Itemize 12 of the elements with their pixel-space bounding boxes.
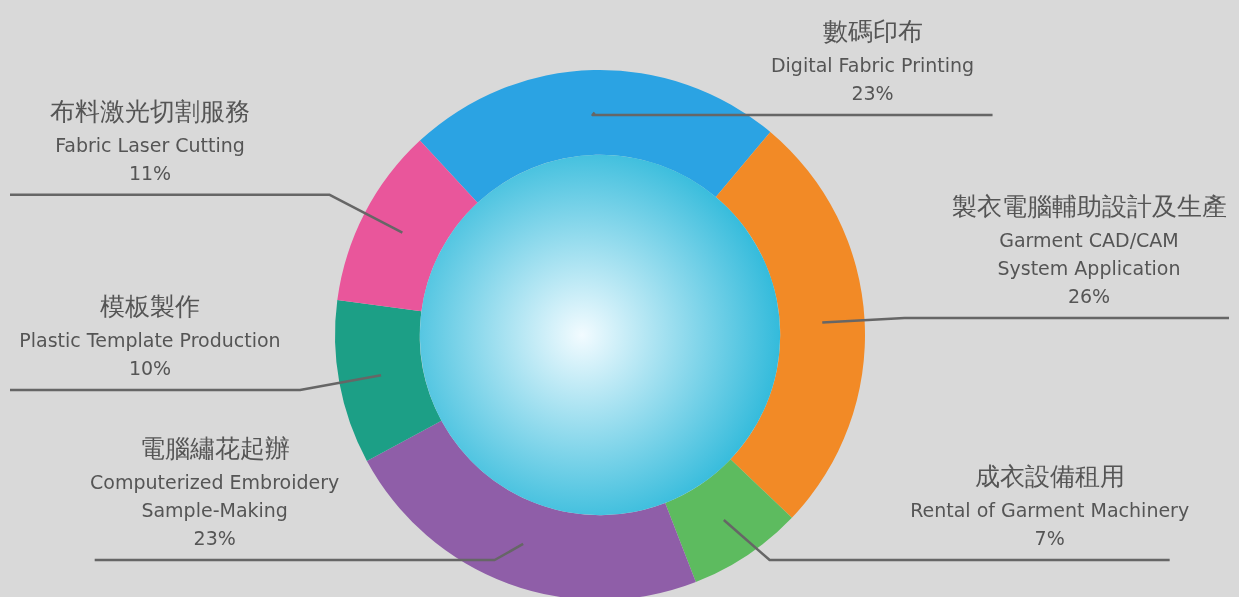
- data-label: 7%: [1034, 527, 1065, 549]
- data-label: 23%: [193, 527, 236, 549]
- slice-label: 數碼印布 Digital Fabric Printing: [770, 17, 975, 76]
- slice-label: 模板製作 Plastic Template Production: [19, 292, 281, 352]
- slice-label: 布料激光切割服務 Fabric Laser Cutting: [50, 96, 250, 156]
- slice-label: 成衣設備租用 Rental of Garment Machinery: [910, 462, 1190, 521]
- data-label: 11%: [128, 161, 172, 184]
- slice-label: 電腦繡花起辦 Computerized Embroidery Sample-Making: [90, 434, 340, 521]
- data-label: 23%: [851, 82, 894, 104]
- data-label: 26%: [1067, 284, 1111, 307]
- slice-label: 製衣電腦輔助設計及生產 Garment CAD/CAM System Application: [951, 191, 1227, 279]
- data-label: 10%: [128, 357, 172, 380]
